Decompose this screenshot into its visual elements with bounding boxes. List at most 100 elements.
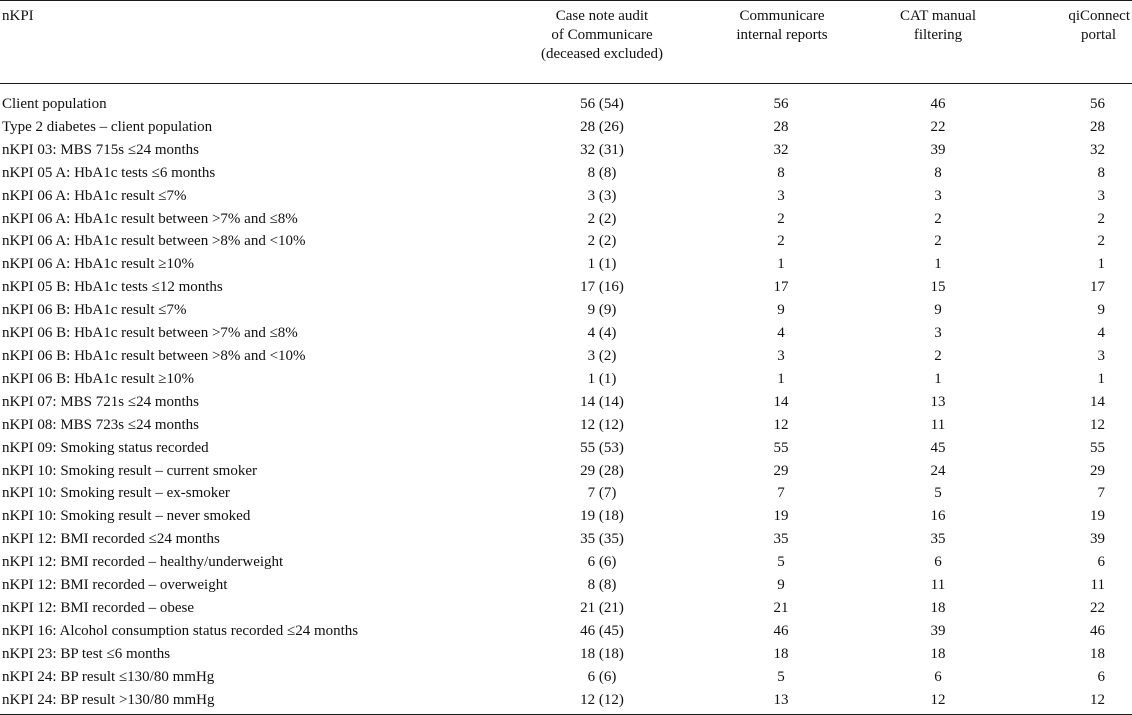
header-audit-line-3: (deceased excluded) [540,46,663,62]
cell-nkpi-name: nKPI 10: Smoking result – current smoker [2,462,257,479]
cell-case-note-audit: 3 (3) [587,187,617,204]
header-qiconnect-portal: qiConnect portal [1018,0,1132,84]
cell-communicare: 18 [773,645,789,662]
cell-nkpi-name: nKPI 06 A: HbA1c result ≥10% [2,256,194,273]
cell-cat-manual: 11 [930,577,946,594]
cell-qiconnect: 3 [1097,347,1106,364]
cell-qiconnect: 56 [1090,96,1105,112]
cell-case-note-audit: 1 (1) [587,370,617,387]
cell-communicare: 12 [773,416,789,433]
cell-case-note-audit: 4 (4) [587,325,617,342]
cell-cat-manual: 18 [930,599,946,616]
cell-cat-manual: 13 [930,393,946,410]
cell-communicare: 4 [777,325,785,342]
cell-nkpi-name: nKPI 06 A: HbA1c result ≤7% [2,187,187,204]
cell-nkpi-name: nKPI 23: BP test ≤6 months [2,645,171,662]
cell-communicare: 46 [773,622,789,639]
cell-case-note-audit: 8 (8) [587,164,617,181]
table-row: nKPI 10: Smoking result – current smoker… [0,460,1132,483]
table-row: nKPI 08: MBS 723s ≤24 months 12 (12) 12 11 1… [0,414,1132,437]
cell-communicare: 9 [777,302,785,319]
cell-qiconnect: 9 [1097,302,1106,319]
cell-nkpi-name: nKPI 08: MBS 723s ≤24 months [2,416,200,433]
cell-nkpi-name: nKPI 06 B: HbA1c result between >8% and … [2,347,306,364]
cell-qiconnect: 55 [1090,439,1105,456]
cell-cat-manual: 24 [930,462,946,479]
table-row: nKPI 06 A: HbA1c result between >7% and … [0,208,1132,231]
cell-case-note-audit: 46 (45) [580,622,624,639]
table-row: nKPI 05 A: HbA1c tests ≤6 months 8 (8) 8 8 8 [0,162,1132,185]
cell-nkpi-name: nKPI 12: BMI recorded – obese [2,599,195,616]
cell-qiconnect: 12 [1018,688,1132,715]
cell-communicare: 55 [773,439,789,456]
cell-case-note-audit: 2 (2) [587,233,617,250]
header-audit-line-2: of Communicare [551,27,653,43]
cell-nkpi-name: nKPI 24: BP result >130/80 mmHg [0,688,470,715]
header-communicare-line-2: internal reports [736,27,828,43]
cell-communicare: 17 [773,279,789,296]
cell-case-note-audit: 56 (54) [580,96,624,112]
cell-nkpi-name: nKPI 24: BP result ≤130/80 mmHg [2,668,215,685]
cell-case-note-audit: 7 (7) [587,485,617,502]
cell-qiconnect: 22 [1090,599,1105,616]
table-row: nKPI 12: BMI recorded – overweight 8 (8) 9… [0,574,1132,597]
header-case-note-audit: Case note audit of Communicare (deceased… [470,0,706,84]
cell-qiconnect: 1 [1097,370,1106,387]
cell-nkpi-name: nKPI 06 B: HbA1c result ≥10% [2,370,194,387]
cell-communicare: 35 [773,531,789,548]
cell-case-note-audit: 19 (18) [580,508,624,525]
cell-communicare: 13 [706,688,858,715]
cell-cat-manual: 3 [934,325,942,342]
header-row: nKPI Case note audit of Communicare (dec… [0,0,1132,84]
cell-communicare: 2 [777,210,785,227]
cell-cat-manual: 46 [930,96,946,112]
cell-communicare: 56 [773,96,789,112]
table-row: nKPI 23: BP test ≤6 months 18 (18) 18 18 18 [0,643,1132,666]
cell-qiconnect: 12 [1090,416,1105,433]
table-row: nKPI 06 B: HbA1c result ≥10% 1 (1) 1 1 1 [0,368,1132,391]
cell-nkpi-name: nKPI 12: BMI recorded – overweight [2,577,228,594]
cell-nkpi-name: nKPI 12: BMI recorded ≤24 months [2,531,220,548]
cell-cat-manual: 16 [930,508,946,525]
header-communicare-reports: Communicare internal reports [706,0,858,84]
cell-communicare: 14 [773,393,789,410]
cell-cat-manual: 39 [930,622,946,639]
cell-nkpi-name: Type 2 diabetes – client population [2,118,213,135]
cell-cat-manual: 45 [930,439,946,456]
cell-communicare: 1 [777,370,785,387]
cell-case-note-audit: 32 (31) [580,141,624,158]
cell-qiconnect: 39 [1090,531,1105,548]
cell-qiconnect: 18 [1090,645,1105,662]
table-row: nKPI 09: Smoking status recorded 55 (53) 5… [0,437,1132,460]
cell-qiconnect: 28 [1090,118,1105,135]
cell-communicare: 9 [777,577,785,594]
header-cat-manual: CAT manual filtering [858,0,1018,84]
cell-qiconnect: 17 [1090,279,1105,296]
cell-communicare: 32 [773,141,789,158]
cell-cat-manual: 35 [930,531,946,548]
cell-cat-manual: 39 [930,141,946,158]
cell-qiconnect: 3 [1097,187,1106,204]
cell-qiconnect: 6 [1097,668,1106,685]
cell-qiconnect: 32 [1090,141,1105,158]
table-row: nKPI 10: Smoking result – ex-smoker 7 (7)… [0,482,1132,505]
cell-case-note-audit: 12 (12) [580,416,624,433]
cell-communicare: 3 [777,347,785,364]
table-row: nKPI 10: Smoking result – never smoked 19… [0,505,1132,528]
cell-case-note-audit: 3 (2) [587,347,617,364]
table-row: Type 2 diabetes – client population 28 (2… [0,116,1132,139]
cell-nkpi-name: nKPI 09: Smoking status recorded [2,439,209,456]
cell-communicare: 3 [777,187,785,204]
cell-cat-manual: 15 [930,279,946,296]
table-row: nKPI 24: BP result ≤130/80 mmHg 6 (6) 5 6 6 [0,666,1132,689]
table-row: nKPI 12: BMI recorded – healthy/underwei… [0,551,1132,574]
cell-case-note-audit: 9 (9) [587,302,617,319]
cell-qiconnect: 2 [1097,210,1106,227]
table-row: nKPI 05 B: HbA1c tests ≤12 months 17 (16)… [0,276,1132,299]
cell-cat-manual: 22 [930,118,946,135]
cell-qiconnect: 2 [1097,233,1106,250]
table-row: nKPI 06 A: HbA1c result ≥10% 1 (1) 1 1 1 [0,253,1132,276]
cell-qiconnect: 1 [1097,256,1106,273]
cell-cat-manual: 12 [858,688,1018,715]
